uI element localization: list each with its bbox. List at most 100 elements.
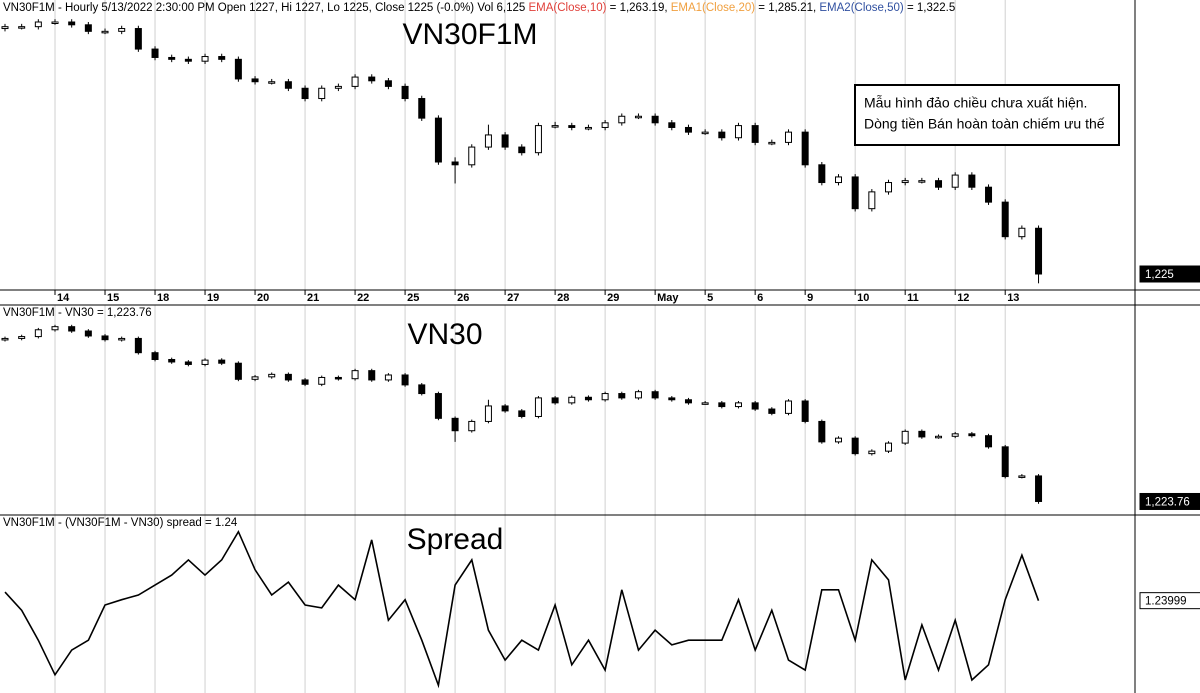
candle-body	[601, 122, 609, 128]
candle-body	[584, 396, 592, 401]
candle-body	[985, 435, 993, 448]
candle-body	[468, 420, 476, 432]
panel-header: VN30F1M - Hourly 5/13/2022 2:30:00 PM Op…	[3, 2, 955, 14]
candle-body	[634, 115, 642, 119]
x-tick-label: 6	[757, 292, 763, 304]
panel-title: Spread	[407, 523, 504, 556]
candle-body	[985, 186, 993, 203]
candle-body	[935, 435, 943, 439]
candle-body	[18, 336, 26, 339]
x-tick-label: 9	[807, 292, 813, 304]
candle-body	[484, 134, 492, 148]
candle-body	[868, 191, 876, 210]
candle-body	[584, 126, 592, 130]
candle-body	[701, 402, 709, 405]
candle-body	[668, 122, 676, 128]
candle-body	[901, 180, 909, 184]
x-tick-label: 12	[957, 292, 969, 304]
candle-body	[768, 408, 776, 414]
candle-body	[318, 376, 326, 385]
candle-body	[734, 125, 742, 139]
x-tick-label: 10	[857, 292, 869, 304]
candle-body	[151, 352, 159, 360]
annotation-text: Dòng tiền Bán hoàn toàn chiếm ưu thế	[864, 116, 1105, 132]
header-segment: EMA1(Close,20)	[671, 2, 756, 14]
candle-body	[1001, 446, 1009, 478]
candle-body	[34, 329, 42, 338]
candle-body	[651, 115, 659, 124]
candle-body	[768, 141, 776, 145]
candle-body	[1035, 475, 1043, 502]
candle-body	[301, 379, 309, 385]
x-tick-label: 29	[607, 292, 619, 304]
panel-title: VN30	[407, 318, 482, 351]
candle-body	[168, 56, 176, 60]
candle-body	[184, 361, 192, 365]
candle-body	[1018, 475, 1026, 478]
candle-body	[401, 85, 409, 100]
header-segment: EMA2(Close,50)	[819, 2, 904, 14]
candle-body	[734, 402, 742, 408]
candle-body	[218, 56, 226, 60]
candle-body	[801, 131, 809, 166]
candle-body	[84, 330, 92, 337]
candle-body	[268, 81, 276, 84]
candle-body	[101, 30, 109, 34]
candle-body	[384, 374, 392, 381]
candle-body	[818, 164, 826, 184]
candle-body	[518, 410, 526, 417]
candle-body	[851, 176, 859, 210]
candle-body	[818, 420, 826, 443]
last-value-label: 1,225	[1145, 269, 1174, 281]
header-segment: = 1,285.21,	[755, 2, 819, 14]
candle-body	[234, 362, 242, 380]
candle-body	[51, 21, 59, 24]
last-value-box	[1139, 492, 1200, 510]
candle-body	[1001, 201, 1009, 238]
candle-body	[34, 21, 42, 28]
last-value-box	[1139, 592, 1200, 610]
header-segment: VN30F1M - VN30 = 1,223.76	[3, 307, 152, 319]
candle-body	[301, 87, 309, 100]
annotation-box	[854, 84, 1120, 146]
candle-body	[84, 24, 92, 32]
candle-body	[968, 174, 976, 188]
candle-body	[684, 399, 692, 404]
candle-body	[484, 405, 492, 422]
x-tick-label: 13	[1007, 292, 1019, 304]
x-tick-label: 21	[307, 292, 319, 304]
candle-body	[184, 58, 192, 62]
candle-body	[1, 26, 9, 30]
candle-body	[918, 430, 926, 438]
header-segment: EMA(Close,10)	[529, 2, 607, 14]
x-tick-label: 5	[707, 292, 713, 304]
x-tick-label: 20	[257, 292, 269, 304]
header-segment: VN30F1M - Hourly 5/13/2022 2:30:00 PM Op…	[3, 2, 529, 14]
candle-body	[451, 417, 459, 432]
x-tick-label: 15	[107, 292, 119, 304]
candle-body	[451, 161, 459, 166]
candle-body	[751, 402, 759, 410]
candle-body	[668, 397, 676, 401]
candle-body	[534, 125, 542, 154]
panel-header: VN30F1M - VN30 = 1,223.76	[3, 307, 152, 319]
candle-body	[1, 337, 9, 341]
panel-header: VN30F1M - (VN30F1M - VN30) spread = 1.24	[3, 517, 238, 529]
x-tick-label: 19	[207, 292, 219, 304]
candle-body	[501, 405, 509, 412]
candle-body	[68, 326, 76, 332]
candle-body	[618, 393, 626, 399]
candle-body	[334, 85, 342, 89]
candle-body	[384, 80, 392, 87]
candle-body	[718, 402, 726, 408]
candle-body	[651, 391, 659, 399]
candle-body	[284, 373, 292, 381]
candle-body	[835, 176, 842, 184]
spread-line	[4, 529, 1040, 689]
candle-body	[318, 87, 326, 100]
candle-body	[368, 370, 376, 381]
candle-body	[718, 131, 726, 139]
candle-body	[434, 117, 442, 163]
x-tick-label: 25	[407, 292, 419, 304]
